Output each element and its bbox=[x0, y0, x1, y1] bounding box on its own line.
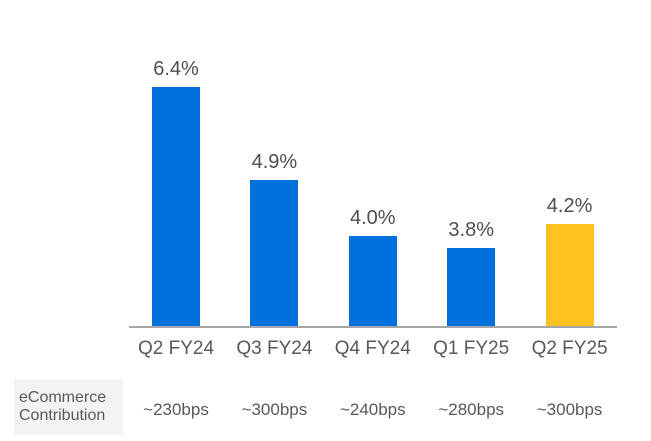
bar-value-label: 3.8% bbox=[448, 219, 494, 241]
bar-q3-fy24 bbox=[250, 180, 299, 326]
x-axis-label: Q1 FY25 bbox=[433, 338, 510, 359]
bar-q4-fy24 bbox=[348, 236, 397, 326]
x-axis-label: Q3 FY24 bbox=[236, 338, 313, 359]
x-axis-label: Q2 FY24 bbox=[137, 338, 215, 359]
bar-value-label: 4.2% bbox=[546, 195, 593, 217]
bar-value-label: 4.0% bbox=[350, 207, 396, 229]
bar-q2-fy25 bbox=[545, 224, 594, 326]
ecommerce-contribution-value: ~300bps bbox=[536, 400, 603, 419]
bar-value-label: 6.4% bbox=[153, 58, 199, 80]
x-axis-label: Q2 FY25 bbox=[531, 338, 608, 359]
ecommerce-contribution-value: ~280bps bbox=[438, 400, 505, 419]
ecommerce-contribution-value: ~230bps bbox=[143, 400, 209, 419]
x-axis-line bbox=[129, 326, 617, 328]
ecommerce-contribution-box: eCommerce Contribution bbox=[14, 379, 123, 435]
ecommerce-contribution-value: ~240bps bbox=[339, 400, 406, 419]
ecommerce-contribution-label: eCommerce Contribution bbox=[19, 389, 107, 424]
x-axis-label: Q4 FY24 bbox=[334, 338, 411, 359]
bar-q1-fy25 bbox=[447, 248, 496, 326]
bar-q2-fy24 bbox=[152, 87, 200, 326]
ecommerce-contribution-value: ~300bps bbox=[241, 400, 308, 419]
bar-value-label: 4.9% bbox=[251, 151, 298, 173]
